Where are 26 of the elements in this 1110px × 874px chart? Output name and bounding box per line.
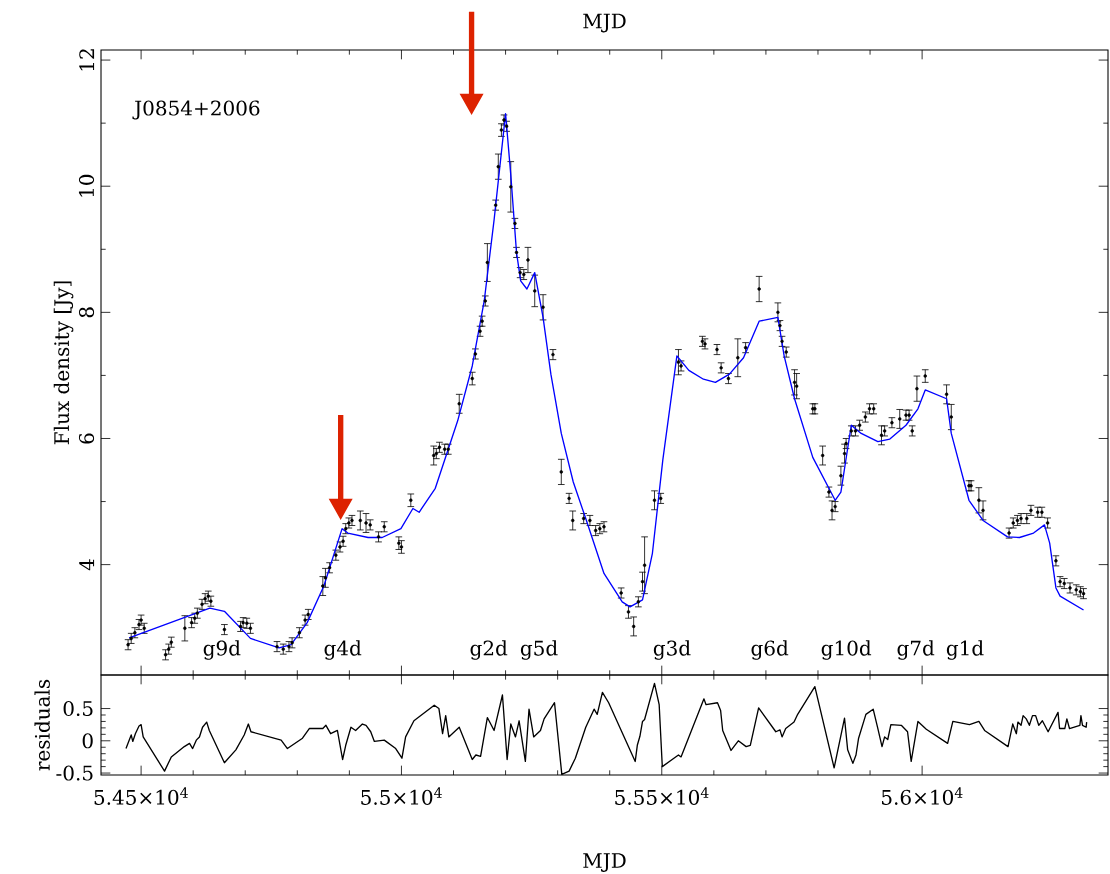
y-tick-label: 12 — [79, 49, 95, 71]
x-tick-label: 5.45×10$^{4}$ — [94, 787, 188, 805]
annotation: g9d — [203, 640, 241, 660]
x-axis-title: MJD — [583, 853, 626, 872]
x2-axis-title: MJD — [583, 13, 626, 33]
y-tick-label: -0.5 — [56, 765, 93, 781]
annotation: g4d — [324, 640, 362, 660]
y-axis-title: residuals — [34, 679, 50, 771]
y-tick-label: 6 — [78, 433, 95, 444]
y-tick-label: 4 — [79, 559, 95, 571]
annotation: g3d — [653, 640, 691, 660]
x-tick-label: 5.55×10$^{4}$ — [615, 787, 709, 805]
annotation: g6d — [751, 640, 789, 660]
annotation: g5d — [520, 640, 558, 660]
y-tick-label: 0 — [82, 733, 93, 749]
y-tick-label: 10 — [78, 174, 95, 197]
annotation: g10d — [821, 640, 872, 660]
text: J0854+2006 — [132, 100, 260, 120]
y-axis-title: Flux density [Jy] — [53, 281, 74, 445]
y-tick-label: 8 — [78, 307, 95, 318]
x-tick-label: 5.5×10$^{4}$ — [361, 787, 442, 805]
annotation: g7d — [897, 640, 935, 660]
annotation: g1d — [946, 640, 984, 660]
x-tick-label: 5.6×10$^{4}$ — [882, 787, 963, 805]
annotation: g2d — [470, 640, 508, 660]
y-tick-label: 0.5 — [63, 700, 93, 717]
